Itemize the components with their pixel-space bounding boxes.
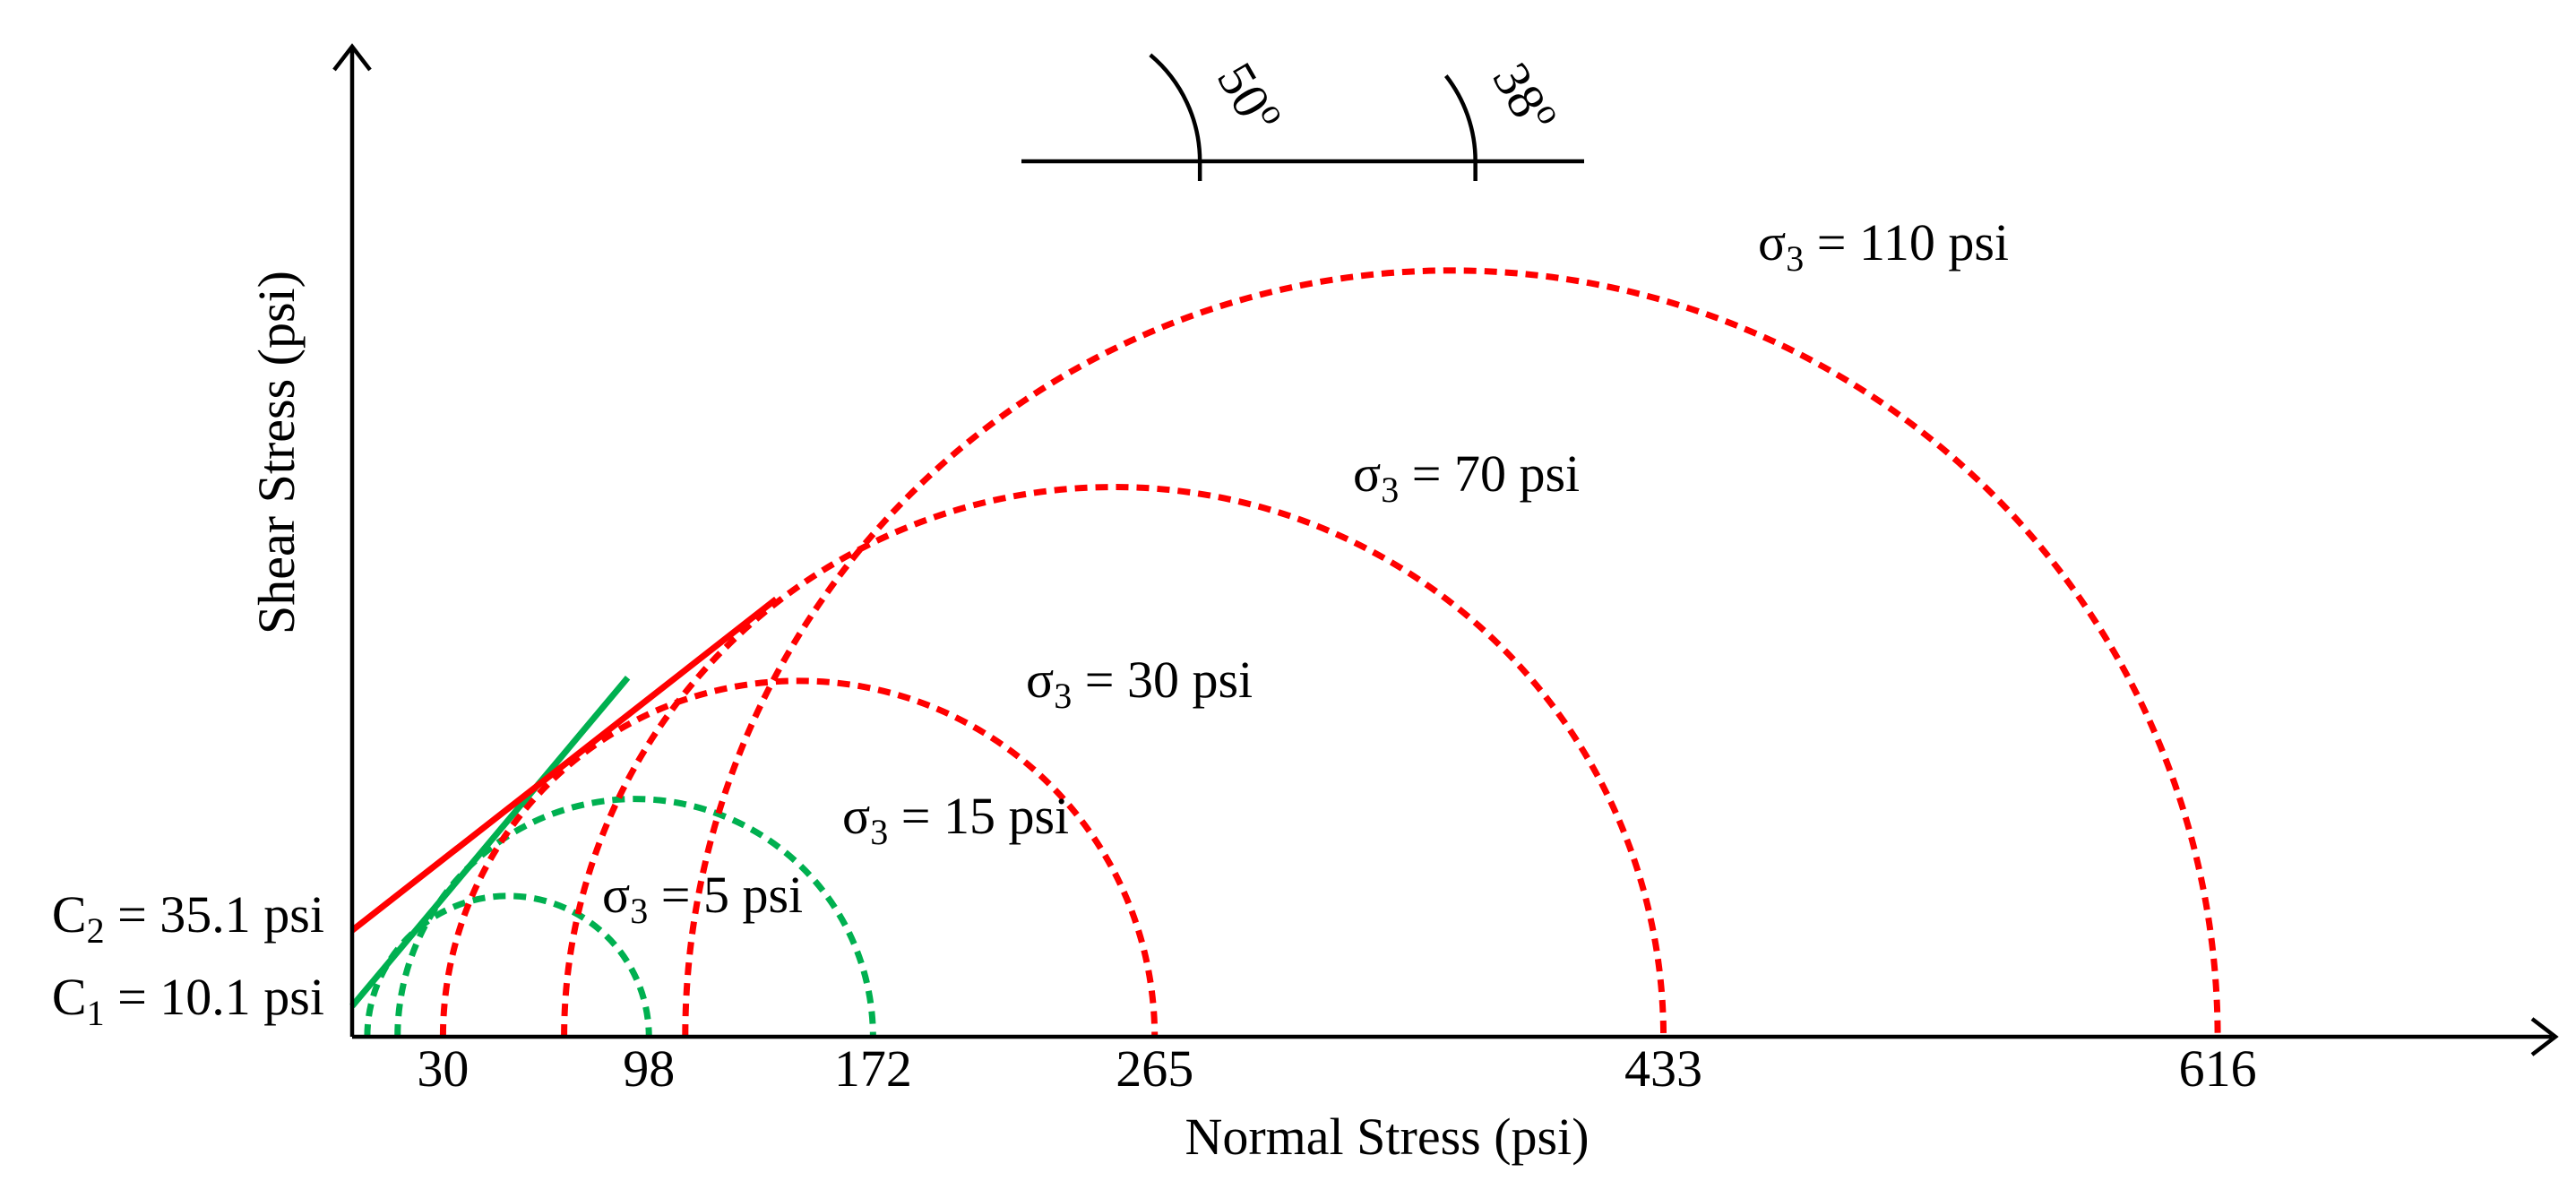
angle-arc-0 (1149, 53, 1202, 181)
x-axis-arrow-icon (2530, 1017, 2559, 1056)
x-tick-label-3: 265 (1116, 1039, 1193, 1098)
x-tick-label-2: 172 (834, 1039, 912, 1098)
envelope-line-1 (349, 596, 779, 934)
intercept-label-1: C1 = 10.1 psi (52, 968, 324, 1033)
angle-arc-1 (1444, 74, 1478, 181)
angle-label-1: 38o (1481, 50, 1571, 142)
mohr-circle-2 (439, 677, 1159, 1038)
circle-label-0: σ3 = 5 psi (602, 866, 803, 931)
angle-label-0: 50o (1206, 50, 1296, 142)
circle-label-4: σ3 = 110 psi (1758, 213, 2009, 279)
axes (332, 43, 2559, 1056)
failure-envelopes (349, 596, 779, 1009)
mohr-circle-4 (682, 267, 2221, 1038)
x-axis-title: Normal Stress (psi) (1185, 1108, 1589, 1166)
intercept-label-0: C2 = 35.1 psi (52, 885, 324, 951)
x-tick-label-5: 616 (2179, 1039, 2257, 1098)
angle-annotations: 50o 38o (1021, 50, 1584, 181)
circle-label-3: σ3 = 70 psi (1353, 444, 1580, 510)
mohr-circle-3 (561, 484, 1667, 1038)
y-axis-arrow-icon (332, 43, 372, 72)
x-tick-label-1: 98 (623, 1039, 675, 1098)
mohr-circle-1 (394, 796, 876, 1038)
x-tick-label-0: 30 (417, 1039, 469, 1098)
text-labels: σ3 = 5 psi σ3 = 15 psi σ3 = 30 psi σ3 = 70 … (52, 213, 2257, 1166)
y-axis-title: Shear Stress (psi) (247, 271, 306, 634)
circle-label-1: σ3 = 15 psi (842, 787, 1069, 852)
mohr-circles (364, 267, 2221, 1038)
circle-label-2: σ3 = 30 psi (1026, 651, 1253, 716)
x-tick-label-4: 433 (1624, 1039, 1702, 1098)
envelope-line-0 (349, 676, 631, 1009)
